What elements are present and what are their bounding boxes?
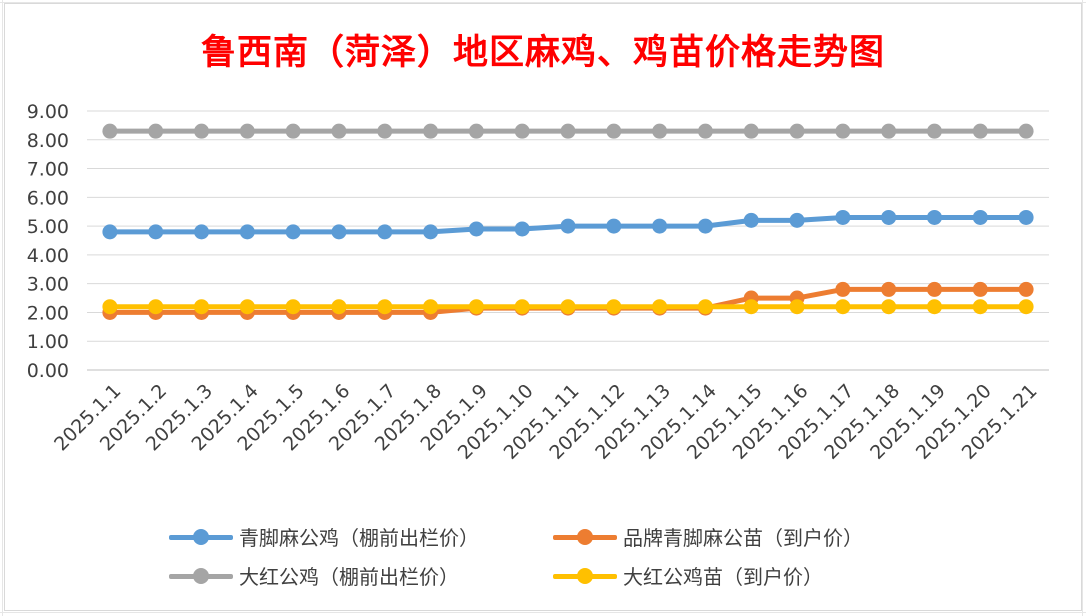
data-point <box>881 281 897 297</box>
data-point <box>423 123 439 139</box>
y-tick-label: 7.00 <box>27 159 69 181</box>
data-point <box>377 224 393 240</box>
data-point <box>514 221 530 237</box>
data-point <box>1018 281 1034 297</box>
data-point <box>835 209 851 225</box>
data-point <box>194 224 210 240</box>
data-point <box>194 123 210 139</box>
data-point <box>972 209 988 225</box>
y-tick-label: 6.00 <box>27 187 69 209</box>
data-point <box>331 224 347 240</box>
data-point <box>148 224 164 240</box>
data-point <box>285 224 301 240</box>
data-point <box>285 299 301 315</box>
data-point <box>423 224 439 240</box>
data-point <box>468 299 484 315</box>
data-point <box>972 299 988 315</box>
data-point <box>148 299 164 315</box>
data-point <box>652 123 668 139</box>
data-point <box>881 209 897 225</box>
sheet-gridline <box>0 612 1086 613</box>
y-tick-label: 8.00 <box>27 130 69 152</box>
data-point <box>377 299 393 315</box>
data-point <box>1018 209 1034 225</box>
data-point <box>743 123 759 139</box>
data-point <box>285 123 301 139</box>
data-point <box>102 299 118 315</box>
y-tick-label: 1.00 <box>27 331 69 353</box>
data-point <box>881 123 897 139</box>
data-point <box>743 212 759 228</box>
chart-area[interactable]: 鲁西南（菏泽）地区麻鸡、鸡苗价格走势图 0.00 1.00 2.00 3.00 4.00… <box>4 3 1082 611</box>
data-point <box>560 218 576 234</box>
data-point <box>423 299 439 315</box>
data-point <box>972 123 988 139</box>
data-point <box>926 209 942 225</box>
y-tick-label: 9.00 <box>27 101 69 123</box>
data-point <box>239 224 255 240</box>
data-point <box>926 299 942 315</box>
data-point <box>239 123 255 139</box>
sheet-gridline <box>1082 0 1083 616</box>
data-point <box>560 299 576 315</box>
data-point <box>789 299 805 315</box>
data-point <box>697 123 713 139</box>
data-point <box>148 123 164 139</box>
data-point <box>652 299 668 315</box>
data-point <box>377 123 393 139</box>
y-tick-label: 4.00 <box>27 245 69 267</box>
data-point <box>789 212 805 228</box>
data-point <box>972 281 988 297</box>
data-point <box>743 299 759 315</box>
data-point <box>835 281 851 297</box>
data-point <box>331 123 347 139</box>
data-point <box>468 221 484 237</box>
data-point <box>606 218 622 234</box>
plot-area: 0.00 1.00 2.00 3.00 4.00 5.00 6.00 7.00 8.00 9.00… <box>27 101 1049 464</box>
data-point <box>514 123 530 139</box>
data-point <box>835 299 851 315</box>
data-point <box>331 299 347 315</box>
chart-title: 鲁西南（菏泽）地区麻鸡、鸡苗价格走势图 <box>200 32 885 73</box>
data-point <box>881 299 897 315</box>
data-point <box>652 218 668 234</box>
data-point <box>835 123 851 139</box>
data-point <box>194 299 210 315</box>
data-point <box>606 299 622 315</box>
data-point <box>560 123 576 139</box>
data-point <box>468 123 484 139</box>
data-point <box>102 224 118 240</box>
data-point <box>606 123 622 139</box>
sheet-gridline <box>2 0 3 616</box>
sheet-gridline <box>0 2 1086 3</box>
y-tick-label: 0.00 <box>27 360 69 382</box>
data-point <box>102 123 118 139</box>
data-point <box>239 299 255 315</box>
data-point <box>697 218 713 234</box>
y-tick-label: 5.00 <box>27 216 69 238</box>
data-point <box>1018 299 1034 315</box>
data-point <box>789 123 805 139</box>
y-tick-label: 3.00 <box>27 274 69 296</box>
data-point <box>1018 123 1034 139</box>
data-point <box>926 281 942 297</box>
y-tick-label: 2.00 <box>27 302 69 324</box>
data-point <box>514 299 530 315</box>
data-point <box>697 299 713 315</box>
data-point <box>926 123 942 139</box>
